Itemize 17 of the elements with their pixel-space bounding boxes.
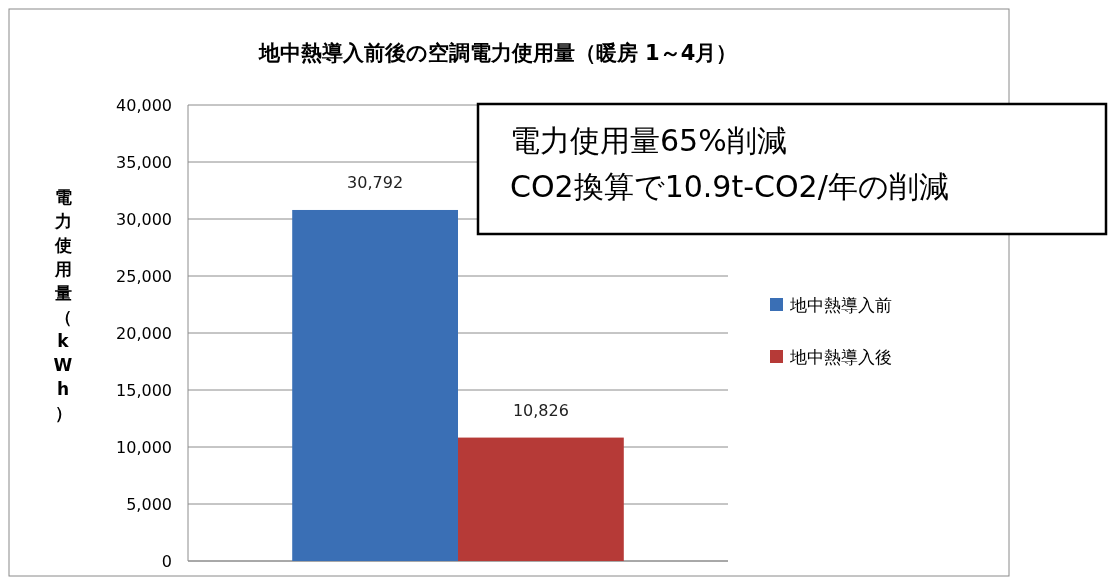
y-tick-label: 10,000: [116, 437, 172, 457]
text: 電力使用量（kWh）: [53, 187, 73, 423]
legend-label: 地中熱導入後: [789, 346, 892, 367]
annotation: 電力使用量65%削減: [510, 123, 787, 158]
data-label: 10,826: [512, 400, 569, 420]
data-label: 30,792: [347, 172, 404, 192]
y-tick-label: 30,000: [116, 209, 172, 229]
y-tick-label: 15,000: [116, 380, 172, 400]
chart-title: 地中熱導入前後の空調電力使用量（暖房 1～4月）: [257, 41, 738, 65]
y-tick-label: 35,000: [116, 152, 172, 172]
y-tick-label: 5,000: [126, 494, 172, 514]
legend-label: 地中熱導入前: [789, 294, 892, 315]
annotation: CO2換算で10.9t-CO2/年の削減: [510, 169, 949, 204]
y-tick-label: 0: [161, 551, 172, 571]
y-tick-label: 40,000: [116, 95, 172, 115]
y-tick-label: 20,000: [116, 323, 172, 343]
y-tick-label: 25,000: [116, 266, 172, 286]
